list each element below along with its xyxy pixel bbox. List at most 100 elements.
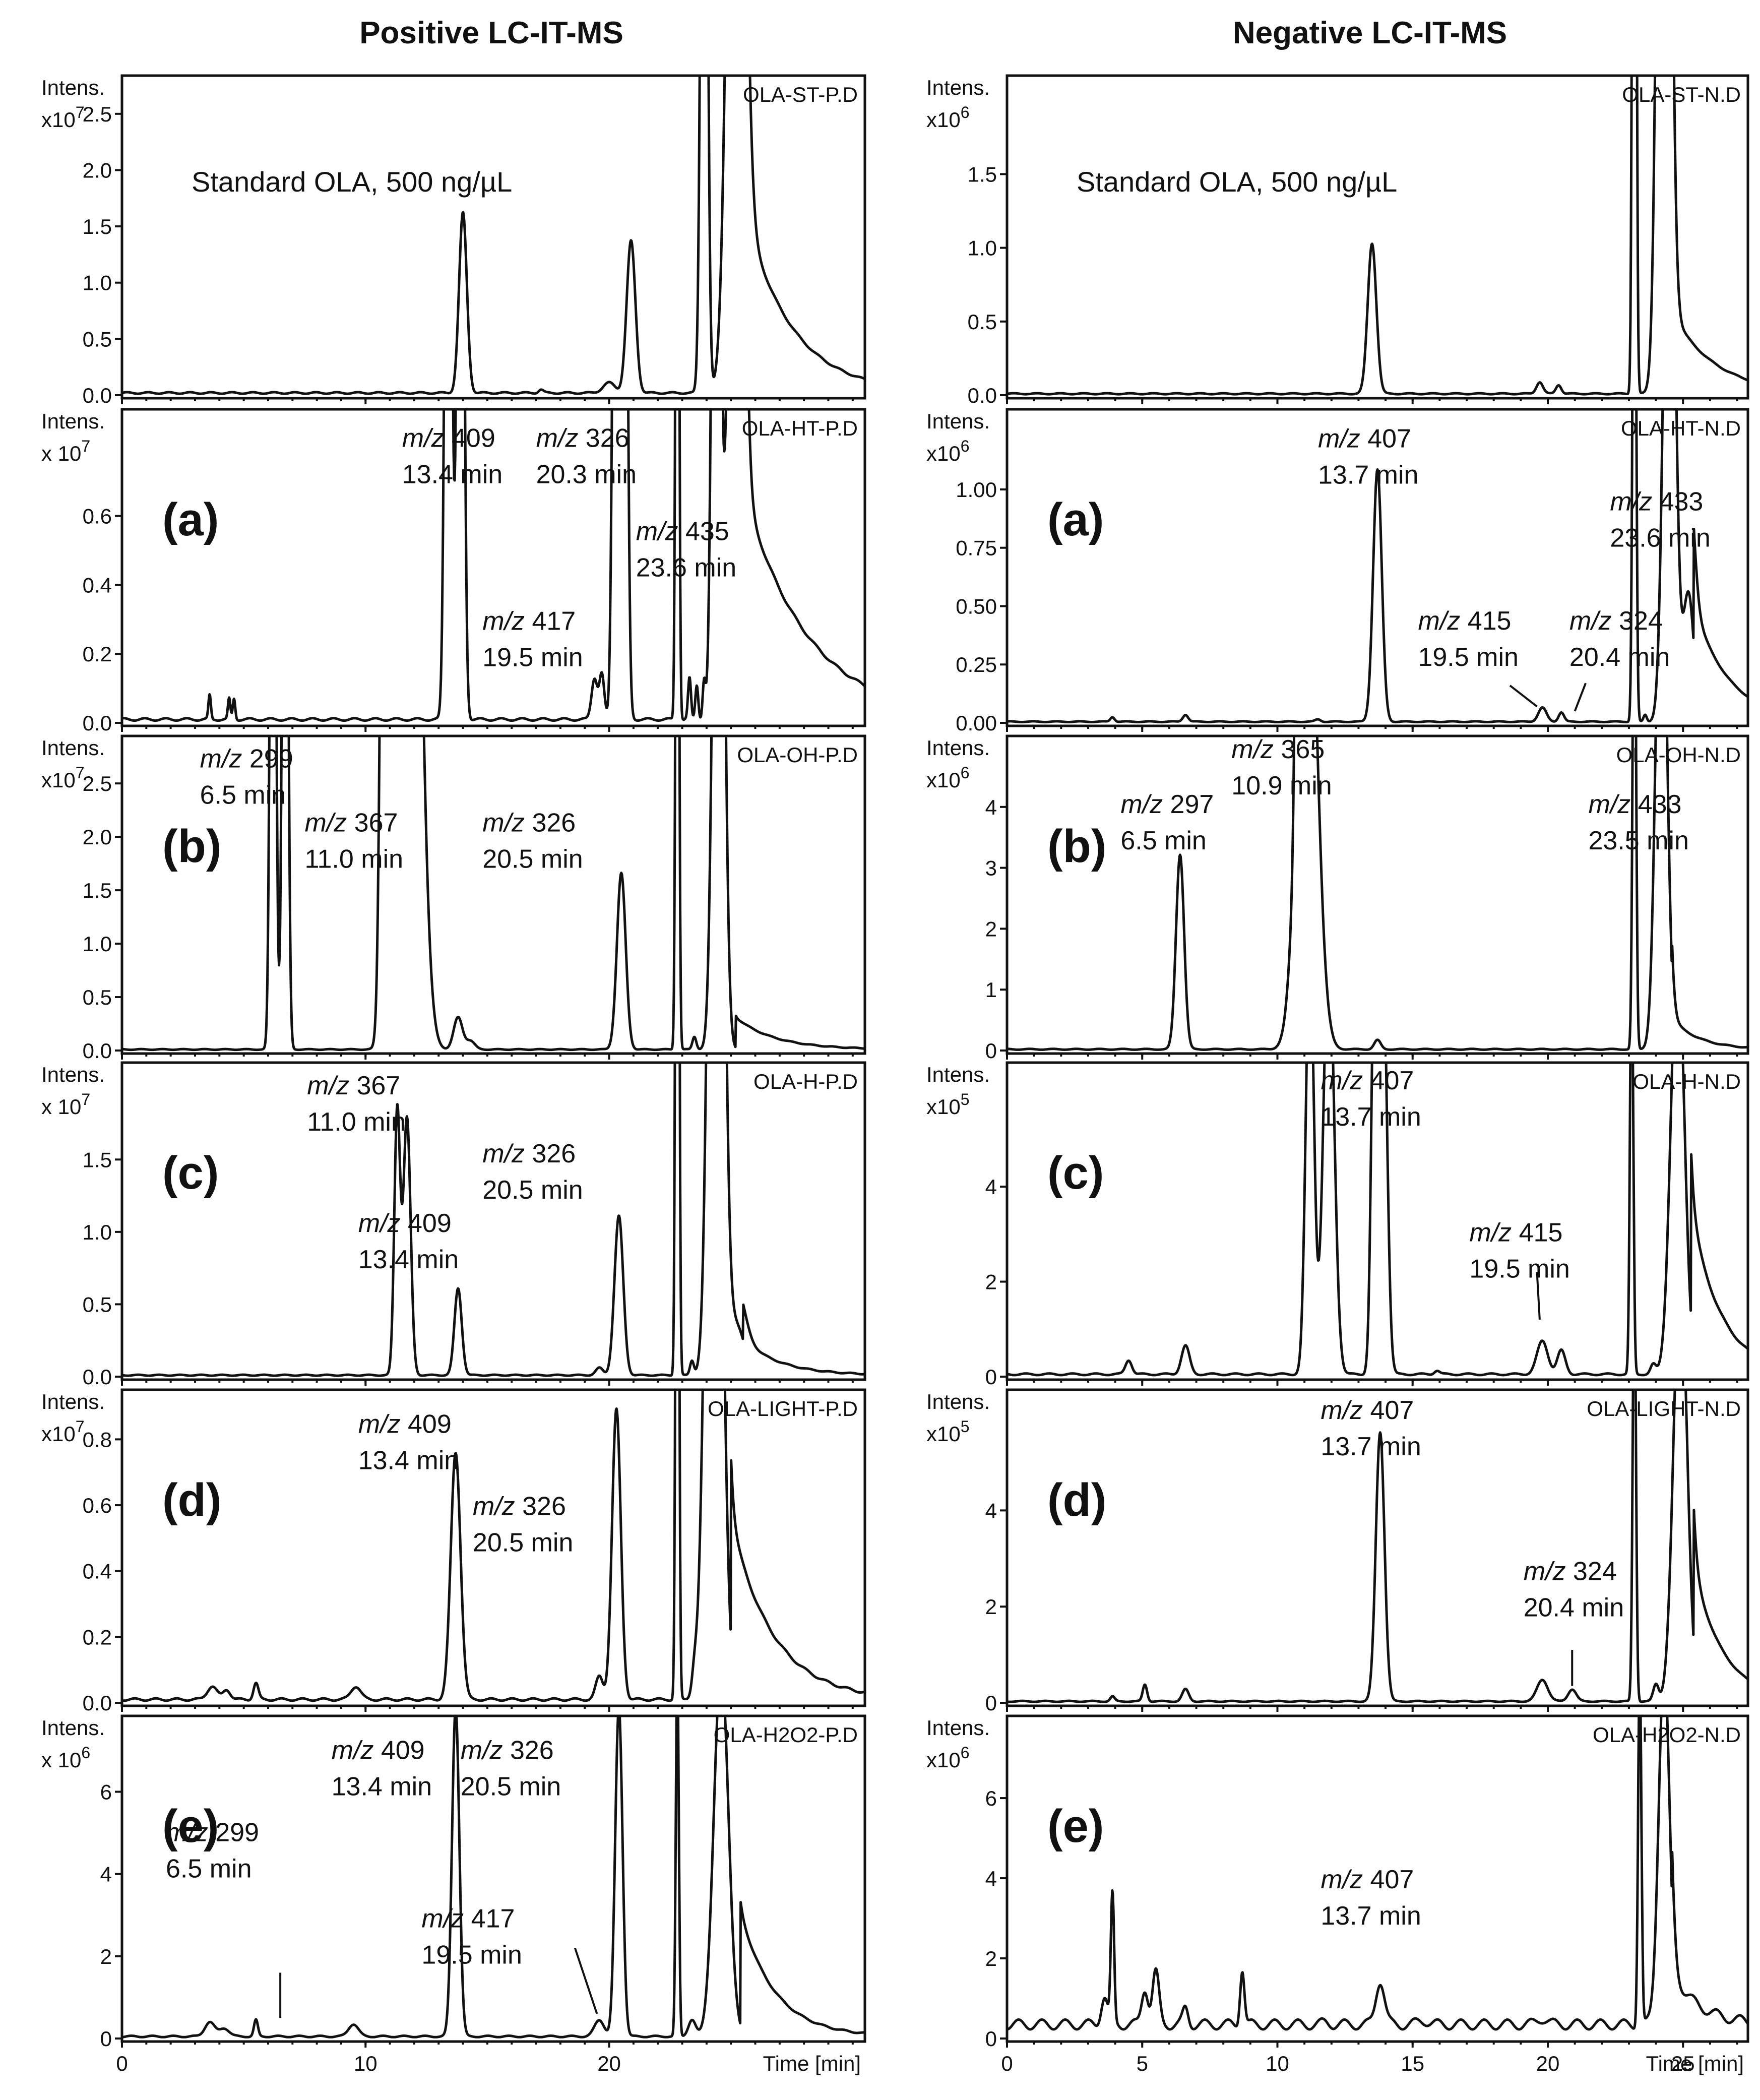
peak-annotation-time-neg-a-0: 13.7 min	[1318, 461, 1418, 490]
peak-annotation-time-pos-e-1: 20.5 min	[461, 1772, 561, 1801]
plot-frame-pos-d	[120, 1388, 866, 1707]
y-tick-label-neg-st-1: 0.5	[968, 310, 997, 334]
y-scale-label-neg-b: x106	[926, 764, 970, 792]
peak-annotation-mz-pos-a-0: m/z 409	[402, 424, 495, 453]
x-tick-label-pos-e-0: 0	[116, 2052, 128, 2075]
y-tick-label-neg-a-2: 0.50	[956, 594, 997, 618]
file-label-neg-a: OLA-HT-N.D	[1621, 416, 1741, 440]
y-axis-label-neg-c: Intens.	[926, 1063, 990, 1086]
panel-label-neg-b: (b)	[1047, 821, 1106, 872]
panel-label-pos-e: (e)	[162, 1801, 219, 1852]
peak-annotation-time-pos-b-1: 11.0 min	[304, 845, 403, 874]
peak-annotation-mz-neg-a-0: m/z 407	[1318, 424, 1411, 454]
trace-pos-a	[122, 409, 865, 722]
trace-neg-c	[1007, 1063, 1748, 1377]
y-scale-label-neg-c: x105	[926, 1090, 970, 1119]
panel-label-pos-d: (d)	[162, 1474, 221, 1526]
y-axis-label-pos-b: Intens.	[41, 736, 105, 760]
y-tick-label-pos-e-0: 0	[100, 2027, 112, 2051]
chart-panel-neg-a: 0.00 0.25 0.50 0.75 1.00 Intens. x106 OLA-HT-N.…	[926, 408, 1749, 735]
y-tick-label-pos-b-2: 1.0	[83, 932, 112, 956]
y-tick-label-pos-c-2: 1.0	[83, 1220, 112, 1244]
x-axis-label-pos: Time [min]	[763, 2052, 861, 2075]
plot-frame-pos-st	[120, 74, 866, 400]
y-axis-label-pos-a: Intens.	[41, 409, 105, 433]
y-scale-label-pos-a: x 107	[41, 437, 90, 465]
peak-annotation-mz-pos-a-1: m/z 326	[536, 424, 630, 453]
peak-annotation-mz-neg-a-1: m/z 433	[1610, 487, 1703, 517]
panel-label-neg-c: (c)	[1047, 1147, 1104, 1199]
peak-annotation-time-pos-a-0: 13.4 min	[402, 460, 502, 489]
y-tick-label-neg-a-4: 1.00	[956, 478, 997, 502]
y-axis-label-neg-d: Intens.	[926, 1390, 990, 1413]
y-tick-label-pos-b-1: 0.5	[83, 985, 112, 1009]
trace-pos-st	[122, 76, 865, 395]
y-tick-label-neg-b-4: 4	[985, 795, 997, 819]
y-scale-label-pos-d: x107	[41, 1417, 85, 1446]
leader-line-neg-a-3	[1574, 683, 1587, 712]
y-scale-label-neg-e: x106	[926, 1744, 970, 1772]
peak-annotation-mz-neg-a-2: m/z 415	[1418, 606, 1511, 636]
y-tick-label-neg-b-1: 1	[985, 978, 997, 1002]
x-tick-label-neg-e-5: 25	[1671, 2052, 1695, 2075]
y-tick-label-pos-d-2: 0.4	[83, 1560, 112, 1583]
panel-label-neg-e: (e)	[1047, 1801, 1104, 1852]
plot-frame-pos-a	[120, 408, 866, 727]
file-label-pos-e: OLA-H2O2-P.D	[714, 1723, 858, 1747]
peak-annotation-time-neg-e-0: 13.7 min	[1321, 1901, 1421, 1931]
trace-neg-e	[1007, 1716, 1748, 2031]
chart-panel-neg-b: 0 1 2 3 4 Intens. x106 OLA-OH-N.D (b) m/z 297 6.5 …	[926, 734, 1749, 1063]
trace-pos-e	[122, 1716, 865, 2039]
trace-pos-b	[122, 736, 865, 1052]
plot-frame-pos-c	[120, 1061, 866, 1381]
y-scale-label-pos-b: x107	[41, 764, 85, 792]
y-axis-label-neg-st: Intens.	[926, 76, 990, 99]
file-label-pos-d: OLA-LIGHT-P.D	[708, 1397, 858, 1420]
peak-annotation-mz-neg-c-0: m/z 407	[1321, 1066, 1414, 1095]
y-tick-label-neg-a-0: 0.00	[956, 711, 997, 735]
chart-panel-pos-a: 0.0 0.2 0.4 0.6 Intens. x 107 OLA-HT-P.D (a) m/z…	[41, 408, 866, 735]
y-axis-label-pos-d: Intens.	[41, 1390, 105, 1413]
file-label-neg-d: OLA-LIGHT-N.D	[1587, 1397, 1741, 1420]
y-scale-label-neg-st: x106	[926, 103, 970, 132]
file-label-pos-a: OLA-HT-P.D	[742, 416, 858, 440]
peak-annotation-time-pos-e-2: 19.5 min	[421, 1941, 522, 1970]
y-tick-label-neg-d-0: 0	[985, 1691, 997, 1715]
peak-annotation-time-pos-a-2: 19.5 min	[482, 643, 583, 672]
plot-frame-neg-a	[1005, 408, 1749, 727]
peak-annotation-mz-pos-c-0: m/z 367	[307, 1071, 400, 1100]
y-tick-label-pos-a-3: 0.6	[83, 505, 112, 528]
y-tick-label-neg-b-2: 2	[985, 917, 997, 941]
y-tick-label-pos-b-0: 0.0	[83, 1039, 112, 1063]
peak-annotation-time-pos-b-2: 20.5 min	[482, 845, 583, 874]
peak-annotation-mz-pos-e-1: m/z 326	[461, 1736, 554, 1765]
y-tick-label-pos-st-2: 1.0	[83, 271, 112, 295]
y-axis-label-neg-e: Intens.	[926, 1716, 990, 1740]
y-tick-label-neg-d-2: 4	[985, 1499, 997, 1522]
y-axis-label-pos-c: Intens.	[41, 1063, 105, 1086]
peak-annotation-mz-neg-d-0: m/z 407	[1321, 1396, 1414, 1425]
y-tick-label-pos-c-1: 0.5	[83, 1292, 112, 1316]
peak-annotation-time-pos-d-0: 13.4 min	[358, 1446, 459, 1475]
y-tick-label-pos-st-0: 0.0	[83, 384, 112, 407]
y-tick-label-pos-d-4: 0.8	[83, 1428, 112, 1451]
x-tick-label-neg-e-4: 20	[1536, 2052, 1560, 2075]
file-label-neg-b: OLA-OH-N.D	[1616, 743, 1741, 767]
peak-annotation-mz-pos-b-2: m/z 326	[482, 809, 576, 838]
y-tick-label-pos-st-3: 1.5	[83, 215, 112, 238]
plot-frame-neg-b	[1005, 734, 1749, 1055]
chart-panel-pos-b: 0.0 0.5 1.0 1.5 2.0 2.5 Intens. x107 OLA-OH-P.D (…	[41, 734, 866, 1063]
y-scale-label-neg-a: x106	[926, 437, 970, 465]
y-axis-label-pos-e: Intens.	[41, 1716, 105, 1740]
peak-annotation-time-pos-d-1: 20.5 min	[473, 1528, 573, 1558]
x-tick-label-neg-e-3: 15	[1401, 2052, 1424, 2075]
y-tick-label-neg-a-1: 0.25	[956, 653, 997, 676]
standard-note-pos-st: Standard OLA, 500 ng/µL	[192, 166, 512, 198]
y-scale-label-pos-st: x107	[41, 103, 85, 132]
peak-annotation-mz-neg-c-1: m/z 415	[1469, 1218, 1562, 1247]
peak-annotation-time-neg-c-0: 13.7 min	[1321, 1102, 1421, 1132]
plot-frame-pos-b	[120, 734, 866, 1055]
y-tick-label-neg-c-2: 4	[985, 1175, 997, 1199]
leader-line-neg-a-2	[1509, 685, 1538, 708]
